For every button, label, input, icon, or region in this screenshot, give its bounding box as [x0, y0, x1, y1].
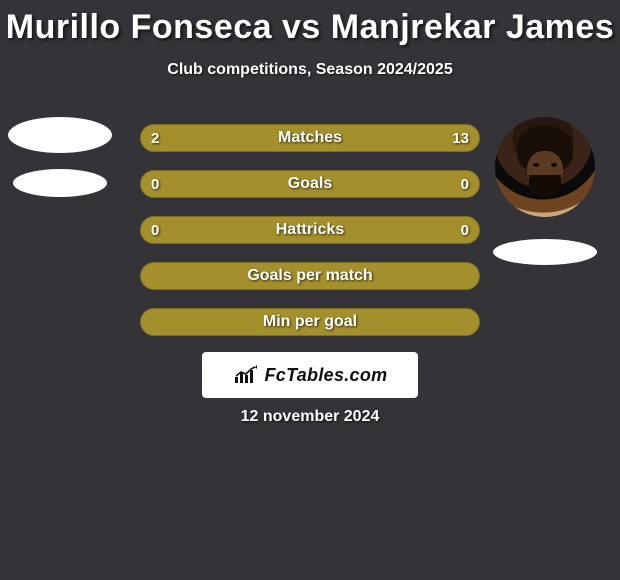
snapshot-date: 12 november 2024	[0, 408, 620, 426]
bar-mpg-label: Min per goal	[263, 313, 357, 331]
brand-text: FcTables.com	[265, 365, 388, 386]
left-player-placeholder-2	[13, 169, 107, 197]
bar-min-per-goal: Min per goal	[140, 308, 480, 336]
bar-goals-right-value: 0	[461, 176, 469, 193]
page-title: Murillo Fonseca vs Manjrekar James	[0, 0, 620, 47]
bar-hattricks-right-value: 0	[461, 222, 469, 239]
bar-matches-label: Matches	[278, 129, 342, 147]
bar-gpm-label: Goals per match	[247, 267, 372, 285]
bar-hattricks-label: Hattricks	[276, 221, 344, 239]
left-player-column	[10, 117, 110, 217]
bar-goals-label: Goals	[288, 175, 332, 193]
bar-goals-per-match: Goals per match	[140, 262, 480, 290]
bar-goals-left-value: 0	[151, 176, 159, 193]
photo-eyes	[533, 163, 557, 169]
right-player-placeholder-1	[493, 239, 597, 265]
bar-goals: 0 Goals 0	[140, 170, 480, 198]
brand-chart-icon	[233, 365, 259, 385]
page-subtitle: Club competitions, Season 2024/2025	[0, 61, 620, 79]
bar-hattricks: 0 Hattricks 0	[140, 216, 480, 244]
left-player-placeholder-1	[8, 117, 112, 153]
bar-hattricks-left-value: 0	[151, 222, 159, 239]
right-player-column	[490, 117, 600, 265]
brand-box: FcTables.com	[202, 352, 418, 398]
photo-beard	[529, 175, 561, 197]
bar-matches-right-value: 13	[452, 130, 469, 147]
right-player-photo	[495, 117, 595, 217]
bar-matches-left-value: 2	[151, 130, 159, 147]
stat-bars: 2 Matches 13 0 Goals 0 0 Hattricks 0 Goa…	[140, 124, 480, 336]
bar-matches: 2 Matches 13	[140, 124, 480, 152]
